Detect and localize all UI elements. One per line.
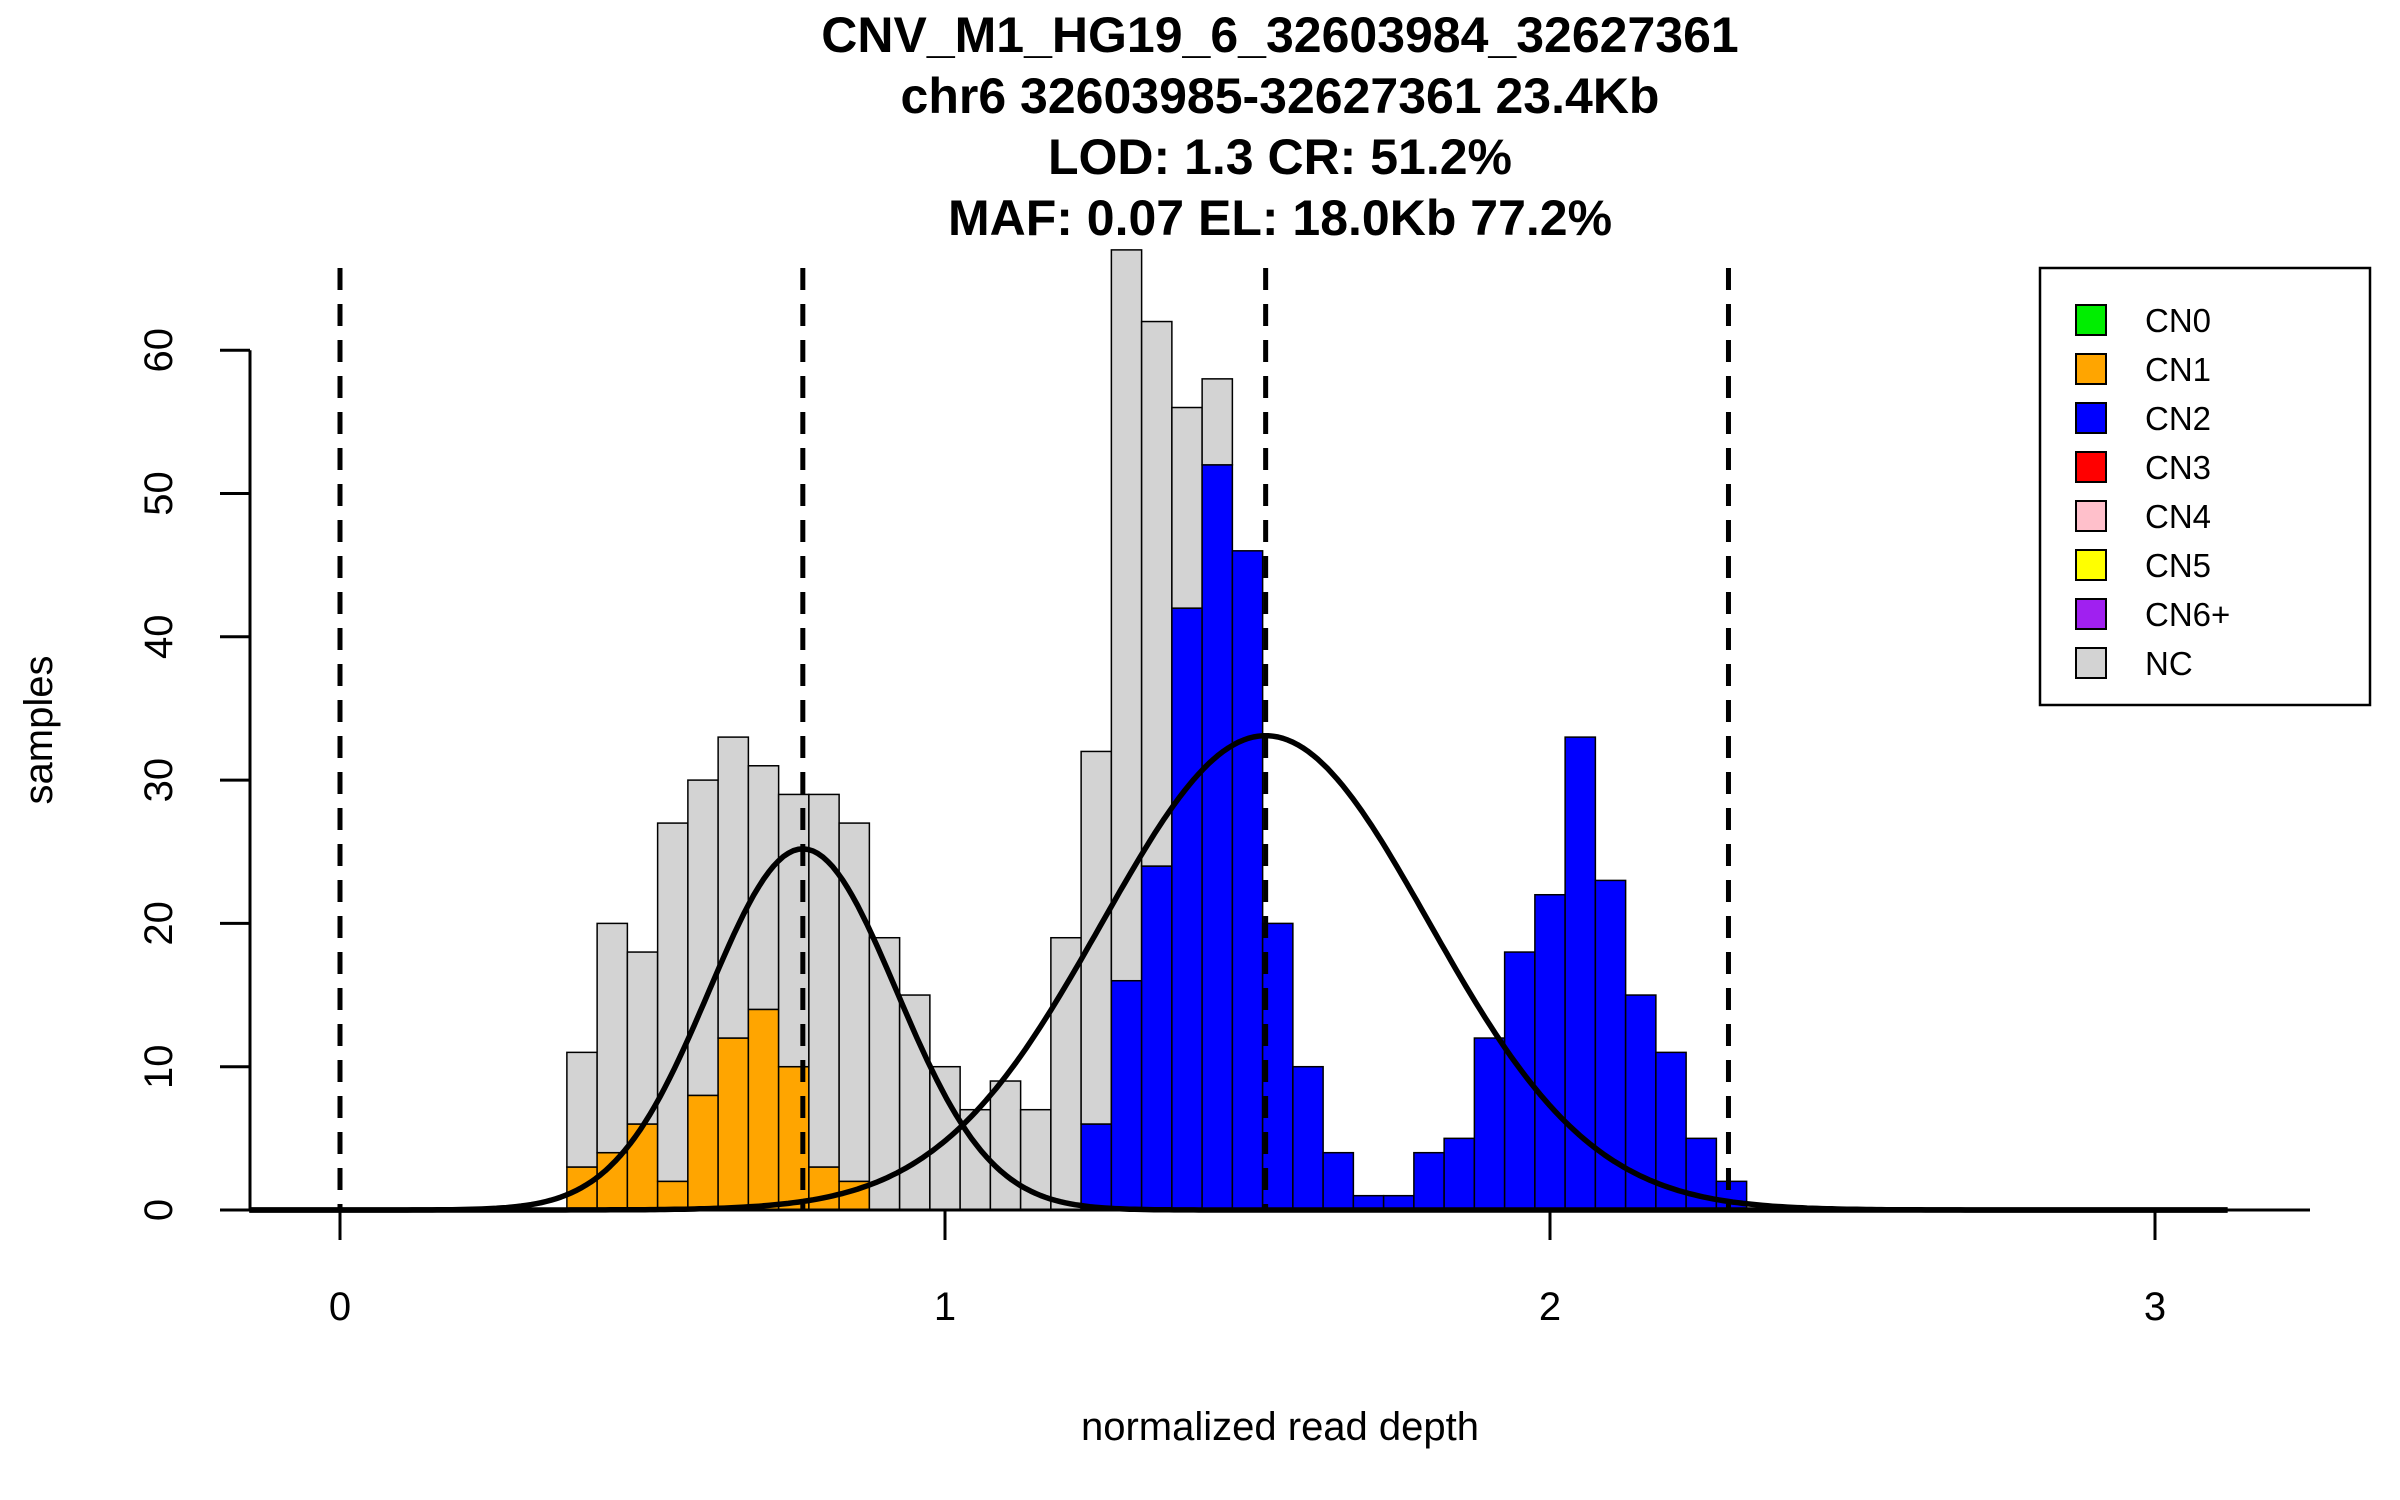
bar-cn1-bin-5: [717, 1037, 750, 1211]
bar-nc-bin-1: [596, 922, 629, 1154]
title-line-3: LOD: 1.3 CR: 51.2%: [1048, 129, 1512, 185]
bar-cn2-bin-24: [1292, 1065, 1324, 1211]
bar-nc-bin-3: [656, 822, 689, 1183]
legend-label-cn4: CN4: [2145, 498, 2211, 535]
y-tick-label-6: 60: [137, 328, 181, 373]
legend-swatch-cn5: [2075, 549, 2107, 581]
bar-nc-bin-2: [626, 951, 659, 1125]
bar-cn1-bin-6: [747, 1008, 780, 1211]
chart-title: CNV_M1_HG19_6_32603984_32627361 chr6 326…: [821, 7, 1738, 246]
bar-cn2-bin-22: [1231, 550, 1264, 1211]
legend-swatch-cn2: [2075, 402, 2107, 434]
bar-cn2-bin-19: [1140, 865, 1173, 1211]
bar-nc-bin-10: [868, 936, 901, 1211]
legend-label-cn1: CN1: [2145, 351, 2211, 388]
y-axis-label: samples: [17, 656, 61, 805]
bar-nc-bin-16: [1050, 936, 1082, 1211]
legend-label-cn2: CN2: [2145, 400, 2211, 437]
legend-label-cn6plus: CN6+: [2145, 596, 2230, 633]
bar-cn1-bin-8: [808, 1166, 840, 1211]
legend-label-nc: NC: [2145, 645, 2193, 682]
legend-label-cn0: CN0: [2145, 302, 2211, 339]
y-tick-label-1: 10: [137, 1044, 181, 1089]
bar-nc-bin-19: [1140, 320, 1173, 867]
bar-nc-bin-5: [717, 736, 750, 1039]
bar-cn2-bin-30: [1473, 1037, 1506, 1211]
title-line-2: chr6 32603985-32627361 23.4Kb: [901, 68, 1660, 124]
legend-swatch-nc: [2075, 647, 2107, 679]
bar-cn2-bin-20: [1171, 607, 1203, 1211]
legend-label-cn5: CN5: [2145, 547, 2211, 584]
y-tick-label-0: 0: [137, 1199, 181, 1221]
bar-cn2-bin-21: [1201, 464, 1234, 1211]
bar-cn2-bin-29: [1443, 1137, 1476, 1211]
bar-nc-bin-4: [687, 779, 719, 1097]
y-tick-label-3: 30: [137, 758, 181, 803]
legend: CN0 CN1 CN2 CN3 CN4 CN5 CN6+ NC: [2038, 266, 2372, 707]
legend-swatch-cn1: [2075, 353, 2107, 385]
bar-cn2-bin-32: [1534, 893, 1566, 1211]
x-tick-label-2: 2: [1539, 1285, 1561, 1329]
y-tick-label-5: 50: [137, 471, 181, 516]
dashed-reference-lines: [337, 268, 1731, 1210]
bar-nc-bin-20: [1171, 406, 1203, 609]
y-tick-label-2: 20: [137, 901, 181, 946]
y-axis: 0 10 20 30 40 50 60: [137, 328, 252, 1221]
legend-swatch-cn4: [2075, 500, 2107, 532]
y-tick-label-4: 40: [137, 615, 181, 660]
bar-cn1-bin-3: [656, 1180, 689, 1211]
legend-label-cn3: CN3: [2145, 449, 2211, 486]
x-tick-label-1: 1: [934, 1285, 956, 1329]
x-axis-label: normalized read depth: [1081, 1405, 1479, 1449]
histogram-bars: [566, 249, 1748, 1211]
bar-nc-bin-21: [1201, 378, 1234, 466]
bar-cn1-bin-4: [687, 1094, 719, 1211]
legend-swatch-cn0: [2075, 304, 2107, 336]
title-line-4: MAF: 0.07 EL: 18.0Kb 77.2%: [948, 190, 1612, 246]
x-axis: 0 1 2 3: [259, 1208, 2310, 1329]
x-tick-label-0: 0: [329, 1285, 351, 1329]
bar-nc-bin-18: [1110, 249, 1143, 982]
bar-nc-bin-0: [566, 1051, 598, 1168]
legend-swatch-cn3: [2075, 451, 2107, 483]
bar-cn2-bin-18: [1110, 979, 1143, 1211]
title-line-1: CNV_M1_HG19_6_32603984_32627361: [821, 7, 1738, 63]
legend-box: [2038, 266, 2372, 707]
bar-cn2-bin-25: [1322, 1151, 1355, 1211]
bar-cn2-bin-17: [1080, 1123, 1113, 1211]
x-tick-label-3: 3: [2144, 1285, 2166, 1329]
legend-swatch-cn6plus: [2075, 598, 2107, 630]
bar-cn2-bin-28: [1413, 1151, 1445, 1211]
bar-nc-bin-6: [747, 765, 780, 1011]
bar-nc-bin-14: [989, 1080, 1022, 1211]
